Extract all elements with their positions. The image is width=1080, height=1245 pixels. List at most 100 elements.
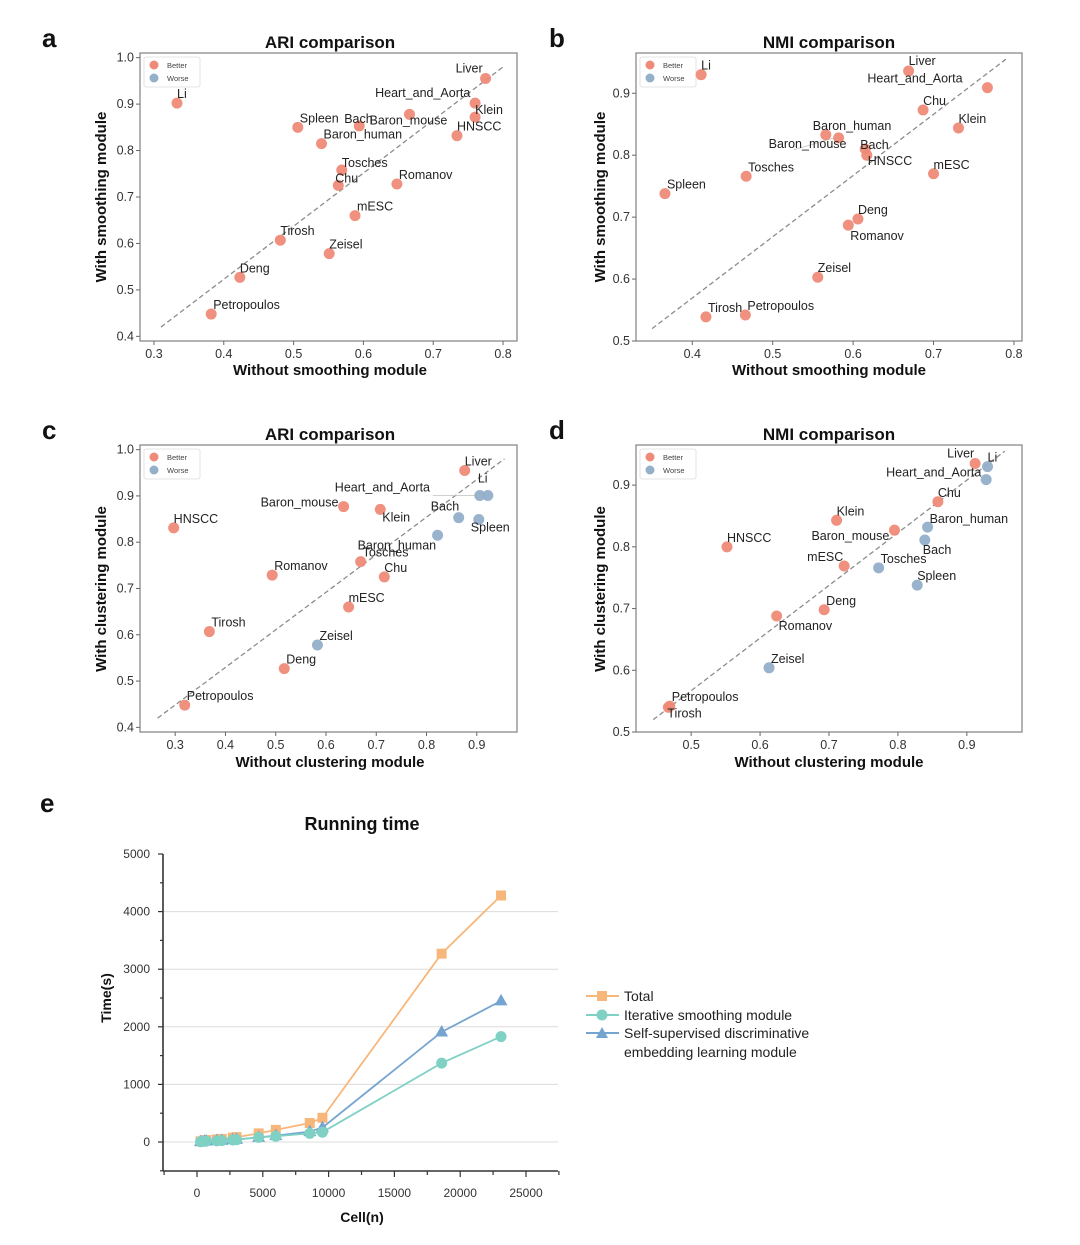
y-axis-label: With smoothing module <box>93 112 110 283</box>
y-tick-label: 0.7 <box>117 582 134 596</box>
point-label-hnscc: HNSCC <box>174 512 218 526</box>
y-tick-label: 0.7 <box>613 602 630 616</box>
panel-letter-e: e <box>40 788 54 818</box>
point-spleen <box>659 188 671 200</box>
chart-title: NMI comparison <box>763 33 895 52</box>
point-label-klein: Klein <box>475 103 503 117</box>
point-baron-mouse <box>338 501 350 513</box>
x-tick-label: 0.5 <box>682 738 699 752</box>
point-label-liver: Liver <box>947 447 974 461</box>
point-heart-and-aorta <box>980 474 992 486</box>
marker-iterative-smoothing-module <box>316 1126 328 1138</box>
point-label-baron-human: Baron_human <box>324 128 403 142</box>
point-label-deng: Deng <box>826 594 856 608</box>
point-label-zeisel: Zeisel <box>329 238 362 252</box>
legend-label-worse: Worse <box>663 74 685 83</box>
y-tick-label: 0.8 <box>117 144 134 158</box>
y-tick-label: 0.8 <box>613 148 630 162</box>
point-label-klein: Klein <box>382 510 410 524</box>
point-label-deng: Deng <box>240 261 270 275</box>
point-label-chu: Chu <box>923 94 946 108</box>
point-deng <box>234 271 246 283</box>
point-label-tosches: Tosches <box>363 546 409 560</box>
y-tick-label: 0.5 <box>117 674 134 688</box>
point-li <box>982 461 994 473</box>
x-tick-label: 0.4 <box>215 347 232 361</box>
point-label-heart-and-aorta: Heart_and_Aorta <box>867 72 962 86</box>
point-tosches <box>740 170 752 182</box>
marker-iterative-smoothing-module <box>200 1135 212 1147</box>
point-label-baron-human: Baron_human <box>813 119 892 133</box>
point-hnscc <box>168 522 180 534</box>
y-tick-label: 0.5 <box>613 334 630 348</box>
diagonal-reference-line <box>651 58 1007 330</box>
point-baron-human <box>432 529 444 541</box>
y-tick-label: 0.4 <box>117 329 134 343</box>
point-liver <box>459 464 471 476</box>
panel-a-ari-smoothing: ARI comparison 0.3 0.4 0.5 0.6 0.7 0.8 0.4 0.5 0.… <box>93 33 518 379</box>
legend-label-better: Better <box>167 61 188 70</box>
y-tick-label: 0.9 <box>613 478 630 492</box>
x-axis-label: Cell(n) <box>340 1209 384 1225</box>
marker-iterative-smoothing-module <box>253 1131 265 1143</box>
point-label-hnscc: HNSCC <box>727 531 771 545</box>
point-label-spleen: Spleen <box>667 178 706 192</box>
point-label-mesc: mESC <box>357 200 393 214</box>
point-tirosh <box>662 701 674 713</box>
point-chu <box>332 179 344 191</box>
point-mesc <box>349 210 361 222</box>
x-tick-label: 0.9 <box>468 738 485 752</box>
point-baron-human <box>922 521 934 533</box>
triangle-marker-icon <box>596 1027 608 1038</box>
point-zeisel <box>812 271 824 283</box>
legend-label-worse: Worse <box>663 466 685 475</box>
legend: Better Worse <box>639 56 697 88</box>
point-heart-and-aorta <box>474 489 486 501</box>
y-tick-label: 4000 <box>123 905 150 919</box>
point-label-tirosh: Tirosh <box>280 224 314 238</box>
point-label-petropoulos: Petropoulos <box>213 298 280 312</box>
x-tick-label: 0.9 <box>958 738 975 752</box>
x-axis-label: Without smoothing module <box>732 362 926 379</box>
y-tick-label: 0.8 <box>117 535 134 549</box>
point-deng <box>818 604 830 616</box>
point-tirosh <box>700 311 712 323</box>
point-romanov <box>842 219 854 231</box>
y-tick-label: 0.6 <box>117 628 134 642</box>
point-label-bach: Bach <box>431 500 460 514</box>
point-deng <box>852 213 864 225</box>
legend-label-better: Better <box>663 61 684 70</box>
x-tick-label: 0.5 <box>764 347 781 361</box>
point-label-li: Li <box>988 451 998 465</box>
point-label-tosches: Tosches <box>748 160 794 174</box>
point-label-romanov: Romanov <box>850 229 904 243</box>
point-spleen <box>292 121 304 133</box>
y-tick-label: 0.9 <box>117 97 134 111</box>
point-label-tirosh: Tirosh <box>211 616 245 630</box>
point-klein <box>469 111 481 123</box>
x-tick-label: 0.6 <box>751 738 768 752</box>
x-tick-label: 5000 <box>249 1186 276 1200</box>
x-tick-label: 0.3 <box>145 347 162 361</box>
point-label-zeisel: Zeisel <box>771 652 804 666</box>
x-tick-label: 0 <box>194 1186 201 1200</box>
legend-marker-better <box>149 60 159 70</box>
point-label-heart-and-aorta: Heart_and_Aorta <box>335 480 430 494</box>
point-label-klein: Klein <box>837 504 865 518</box>
point-label-baron-mouse: Baron_mouse <box>769 137 847 151</box>
point-baron-mouse <box>888 524 900 536</box>
point-label-bach: Bach <box>860 138 889 152</box>
point-label-liver: Liver <box>456 62 483 76</box>
point-label-deng: Deng <box>286 653 316 667</box>
y-axis-label: With clustering module <box>93 506 110 672</box>
point-mesc <box>928 168 940 180</box>
point-label-petropoulos: Petropoulos <box>672 690 739 704</box>
point-label-chu: Chu <box>384 561 407 575</box>
y-axis-label: With smoothing module <box>592 112 609 283</box>
point-label-heart-and-aorta: Heart_and_Aorta <box>375 86 470 100</box>
chart-title: ARI comparison <box>265 33 395 52</box>
legend-label-ssl-line2: embedding learning module <box>624 1044 797 1060</box>
point-label-zeisel: Zeisel <box>818 261 851 275</box>
marker-self-supervised-discriminative-embedding-learning-module <box>494 993 508 1006</box>
